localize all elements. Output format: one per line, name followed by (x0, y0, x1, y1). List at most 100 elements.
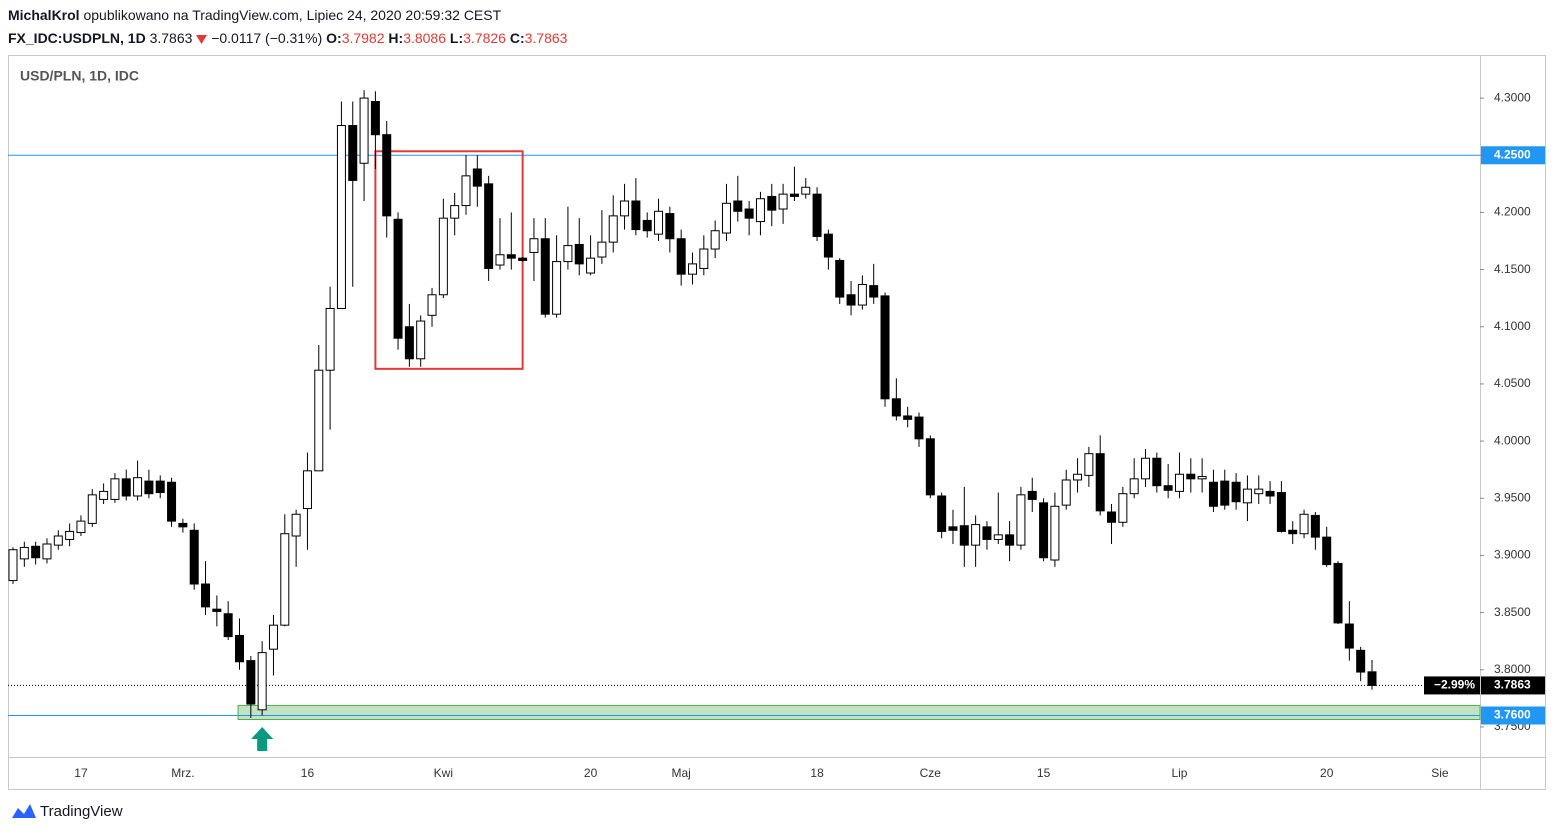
candle-body (1061, 479, 1071, 506)
change: −0.0117 (−0.31%) (211, 30, 323, 46)
candle-body (76, 520, 86, 534)
candle-body (529, 238, 539, 253)
candle-body (654, 210, 664, 235)
candle-body (710, 230, 720, 250)
candle-body (1152, 457, 1162, 487)
candle-body (1084, 453, 1094, 476)
candle-body (416, 320, 426, 360)
candle-body (1016, 494, 1026, 546)
x-tick-label: Maj (672, 766, 691, 780)
header-line: FX_IDC:USDPLN, 1D 3.7863 −0.0117 (−0.31%… (8, 27, 567, 50)
candle-body (1186, 473, 1196, 480)
x-tick-label: Cze (920, 766, 942, 780)
candle-body (8, 549, 18, 582)
arrow (251, 727, 274, 751)
candle-body (744, 208, 754, 219)
candle-body (789, 193, 799, 197)
last-price-label: 3.7863 (1494, 678, 1531, 692)
candle-body (438, 217, 448, 296)
candle-body (914, 416, 924, 440)
symbol: FX_IDC:USDPLN, 1D (8, 30, 146, 46)
x-tick-label: Lip (1171, 766, 1187, 780)
candle-body (688, 263, 697, 275)
candle-body (87, 494, 97, 524)
candle-body (99, 490, 109, 500)
candle-body (993, 534, 1003, 540)
y-tick-label: 4.0000 (1494, 433, 1531, 447)
candle-body (925, 438, 935, 496)
candle-body (948, 526, 958, 531)
candle-body (1208, 481, 1218, 507)
header-line: MichalKrol opublikowano na TradingView.c… (8, 4, 567, 27)
candle-body (1118, 493, 1128, 523)
candle-body (461, 175, 471, 207)
x-tick-label: Sie (1431, 766, 1449, 780)
candle-body (484, 183, 494, 269)
candle-body (1254, 488, 1264, 495)
candle-body (812, 193, 822, 237)
candle-body (631, 200, 641, 231)
level-label: 3.7600 (1494, 708, 1531, 722)
y-tick-label: 3.9500 (1494, 490, 1531, 504)
author: MichalKrol (8, 7, 80, 23)
y-tick-label: 4.1000 (1494, 319, 1531, 333)
candle-body (574, 243, 584, 265)
candle-body (495, 254, 505, 266)
candle-body (348, 125, 358, 181)
candle-body (778, 193, 788, 210)
level-label-bg (1481, 706, 1545, 725)
candle-body (268, 624, 278, 650)
y-tick-label: 3.8000 (1494, 662, 1531, 676)
candle-body (1242, 488, 1252, 504)
candle-body (1299, 513, 1309, 535)
candle-body (959, 525, 969, 546)
candle-body (235, 634, 244, 663)
candle-body (608, 215, 618, 243)
candle-body (869, 285, 879, 298)
last-price-bg (1481, 676, 1545, 695)
candle-body (325, 307, 335, 371)
frame (8, 55, 1546, 790)
candle-body (370, 101, 380, 136)
candle-body (450, 205, 460, 219)
support-zone (237, 704, 1481, 720)
candle-body (1322, 536, 1332, 566)
candle-body (586, 257, 596, 274)
x-tick-label: 20 (584, 766, 598, 780)
ohlc-label: O: (326, 30, 342, 46)
candle-body (733, 200, 743, 212)
candle-body (506, 254, 516, 259)
x-tick-label: 17 (74, 766, 88, 780)
candle-body (1220, 480, 1230, 506)
candle-body (1163, 485, 1173, 491)
candle-body (540, 238, 550, 315)
candle-body (121, 478, 131, 497)
x-tick-label: 16 (301, 766, 315, 780)
candle-body (223, 613, 233, 638)
candle-body (597, 241, 607, 258)
last: 3.7863 (149, 30, 193, 46)
candle-body (314, 369, 324, 472)
candle-body (903, 415, 913, 420)
candle-body (257, 652, 267, 711)
candle-body (1095, 453, 1105, 512)
candle-body (563, 245, 573, 263)
candle-body (53, 535, 63, 546)
candle-body (382, 134, 392, 217)
candle-body (19, 546, 29, 560)
candle-body (801, 186, 811, 195)
footer-brand: TradingView (40, 803, 123, 820)
candle-body (1027, 490, 1037, 500)
candle-body (857, 283, 867, 306)
candle-body (1288, 529, 1298, 535)
y-tick-label: 3.8500 (1494, 605, 1531, 619)
published: opublikowano na TradingView.com, Lipiec … (83, 7, 502, 23)
candle-body (178, 522, 188, 528)
candle-body (676, 238, 686, 275)
candle-body (65, 530, 75, 540)
x-tick-label: Mrz. (171, 766, 194, 780)
candle-body (699, 248, 709, 269)
y-tick-label: 3.9000 (1494, 548, 1531, 562)
candle-body (642, 219, 652, 232)
